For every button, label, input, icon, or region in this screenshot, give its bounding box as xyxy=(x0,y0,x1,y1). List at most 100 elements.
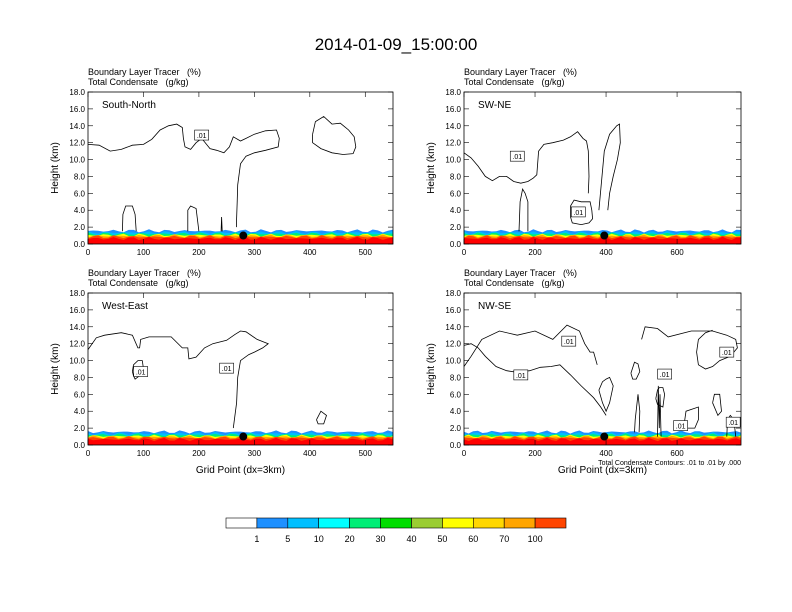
condensate-contour xyxy=(630,361,641,380)
y-tick-label: 6.0 xyxy=(74,390,86,399)
panel-frame xyxy=(463,292,742,446)
colorbar-label: 20 xyxy=(345,534,355,544)
colorbar-label: 40 xyxy=(406,534,416,544)
contour-label-box xyxy=(194,129,209,141)
y-tick-label: 4.0 xyxy=(450,206,462,215)
x-axis-label: Grid Point (dx=3km) xyxy=(558,465,647,476)
y-tick-label: 2.0 xyxy=(450,424,462,433)
colorbar-box xyxy=(503,517,536,529)
contour-label-box xyxy=(513,369,529,381)
colorbar-box xyxy=(442,517,474,529)
condensate-contour xyxy=(316,410,327,425)
contour-label-box xyxy=(725,416,741,428)
panel-header-line: Boundary Layer Tracer (%) xyxy=(88,268,201,278)
y-tick-label: 16.0 xyxy=(69,105,85,114)
y-axis-label: Height (km) xyxy=(426,142,437,194)
x-tick-label: 0 xyxy=(462,248,467,257)
y-tick-label: 8.0 xyxy=(74,373,86,382)
y-axis-label: Height (km) xyxy=(50,142,61,194)
y-tick-label: 16.0 xyxy=(445,105,461,114)
contour-label: .01 xyxy=(564,339,574,346)
condensate-contour xyxy=(220,216,223,232)
y-tick-label: 12.0 xyxy=(69,340,85,349)
x-tick-label: 200 xyxy=(528,248,542,257)
colorbar-box xyxy=(349,517,381,529)
colorbar-box xyxy=(287,517,319,529)
panel-header-line: Total Condensate (g/kg) xyxy=(464,278,565,288)
condensate-contour xyxy=(463,343,607,416)
colorbar-box xyxy=(380,517,412,529)
y-tick-label: 14.0 xyxy=(69,323,85,332)
colorbar-label: 10 xyxy=(314,534,324,544)
panel-header-line: Boundary Layer Tracer (%) xyxy=(464,268,577,278)
contour-label-box xyxy=(673,420,688,431)
panel-frame xyxy=(87,91,394,245)
y-tick-label: 2.0 xyxy=(74,223,86,232)
x-tick-label: 200 xyxy=(192,248,206,257)
condensate-contour xyxy=(598,123,621,211)
colorbar-label: 70 xyxy=(499,534,509,544)
figure-title: 2014-01-09_15:00:00 xyxy=(315,35,478,54)
contour-label: .01 xyxy=(573,210,583,217)
tracer-band xyxy=(464,437,741,445)
cross-section-label: West-East xyxy=(102,301,148,312)
colorbar-box xyxy=(256,517,289,529)
contour-label-box xyxy=(657,368,672,380)
x-tick-label: 0 xyxy=(86,248,91,257)
condensate-contour xyxy=(598,376,614,413)
panel-header-line: Total Condensate (g/kg) xyxy=(88,77,189,87)
colorbar-box xyxy=(411,517,443,529)
panel-west-east: .01 .01 0.0 2.0 4.0 6.0 8.0 10.0 12.0 14.0 16.0 18.… xyxy=(50,268,394,476)
y-tick-label: 18.0 xyxy=(445,289,461,298)
panel-header-line: Boundary Layer Tracer (%) xyxy=(464,67,577,77)
tracer-band xyxy=(88,236,393,244)
colorbar-label: 5 xyxy=(285,534,290,544)
colorbar-box xyxy=(534,517,567,529)
location-marker xyxy=(600,231,609,240)
x-tick-label: 400 xyxy=(303,248,317,257)
colorbar-label: 1 xyxy=(254,534,259,544)
contour-label-box xyxy=(719,346,735,358)
contour-label: .01 xyxy=(512,154,522,161)
y-tick-label: 4.0 xyxy=(450,407,462,416)
x-tick-label: 500 xyxy=(359,449,373,458)
condensate-contour xyxy=(634,394,641,433)
y-tick-label: 8.0 xyxy=(450,172,462,181)
panel-frame xyxy=(87,292,394,446)
y-tick-label: 10.0 xyxy=(445,357,461,366)
y-tick-label: 12.0 xyxy=(69,139,85,148)
y-axis-label: Height (km) xyxy=(426,343,437,395)
panel-nw-se: .01 .01 .01 .01 .01 .01 0.0 2.0 4.0 6.0 8.0 10.0 12.… xyxy=(426,268,742,476)
y-tick-label: 8.0 xyxy=(450,373,462,382)
colorbar-box xyxy=(472,517,505,529)
y-tick-label: 0.0 xyxy=(74,441,86,450)
y-tick-label: 14.0 xyxy=(69,122,85,131)
condensate-contour xyxy=(518,187,529,232)
cross-section-label: SW-NE xyxy=(478,100,511,111)
colorbar-label: 30 xyxy=(375,534,385,544)
condensate-contour xyxy=(570,199,594,226)
y-tick-label: 16.0 xyxy=(69,306,85,315)
panel-frame xyxy=(463,91,742,245)
x-tick-label: 300 xyxy=(248,248,262,257)
colorbar-label: 100 xyxy=(528,534,543,544)
x-tick-label: 600 xyxy=(670,449,684,458)
y-tick-label: 6.0 xyxy=(74,189,86,198)
contour-label: .01 xyxy=(222,366,232,373)
y-tick-label: 10.0 xyxy=(69,357,85,366)
tracer-band xyxy=(464,236,741,244)
cross-section-label: NW-SE xyxy=(478,301,511,312)
panel-header-line: Total Condensate (g/kg) xyxy=(464,77,565,87)
condensate-contour xyxy=(657,385,662,437)
contour-label: .01 xyxy=(722,350,732,357)
condensate-contour xyxy=(87,330,270,429)
y-tick-label: 0.0 xyxy=(450,441,462,450)
y-tick-label: 6.0 xyxy=(450,189,462,198)
x-tick-label: 100 xyxy=(137,248,151,257)
condensate-contour xyxy=(712,393,722,417)
x-tick-label: 300 xyxy=(248,449,262,458)
colorbar-box xyxy=(318,517,350,529)
condensate-contour xyxy=(87,123,280,228)
y-tick-label: 0.0 xyxy=(450,240,462,249)
